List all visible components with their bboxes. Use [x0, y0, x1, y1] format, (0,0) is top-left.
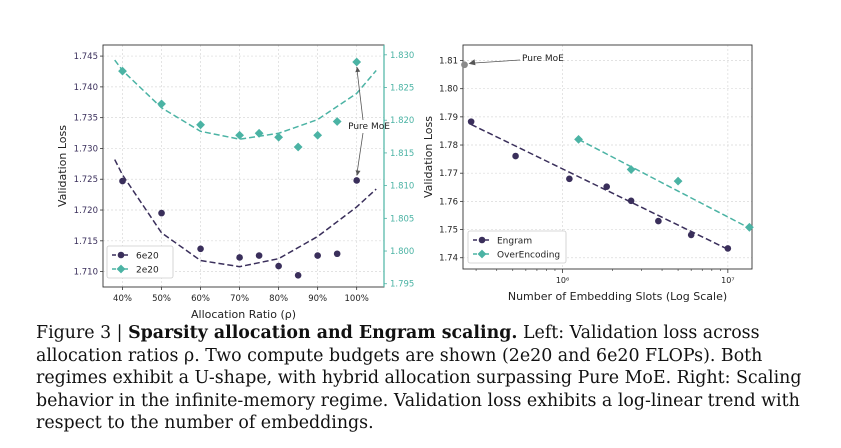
x-tick-label: 60% — [191, 294, 210, 304]
y-left-tick-label: 1.725 — [74, 175, 98, 185]
x-axis-label: Number of Embedding Slots (Log Scale) — [508, 290, 727, 303]
y-left-tick-label: 1.710 — [74, 268, 98, 278]
y-left-tick-label: 1.740 — [74, 83, 98, 93]
caption-lead: Figure 3 | — [36, 323, 129, 343]
y-axis-label: Validation Loss — [56, 125, 69, 207]
data-point-pure-moe — [461, 61, 468, 69]
y-tick-label: 1.76 — [439, 197, 458, 207]
x-tick-label: 90% — [308, 294, 327, 304]
data-point-2e20 — [332, 117, 342, 126]
y-right-tick-label: 1.830 — [390, 51, 414, 61]
data-point-6e20 — [255, 252, 263, 259]
data-point-6e20 — [119, 177, 126, 185]
data-point-6e20 — [158, 209, 165, 217]
data-point-OverEncoding — [744, 222, 754, 232]
x-tick-label: 80% — [269, 294, 288, 304]
data-point-Engram — [655, 217, 662, 225]
x-tick-label: 10⁶ — [556, 276, 569, 285]
data-point-Engram — [724, 245, 732, 252]
data-point-OverEncoding — [626, 165, 636, 174]
y-tick-label: 1.77 — [439, 169, 458, 179]
data-point-2e20 — [254, 128, 264, 138]
data-point-2e20 — [118, 66, 127, 76]
fit-line-2e20 — [114, 59, 377, 140]
y-left-tick-label: 1.745 — [74, 52, 98, 62]
x-tick-label: 10⁷ — [721, 276, 734, 285]
caption-body: Left: Validation loss across allocation … — [36, 323, 802, 433]
y-left-tick-label: 1.720 — [74, 206, 98, 216]
x-tick-label: 100% — [345, 294, 369, 304]
y-tick-label: 1.75 — [439, 226, 458, 236]
data-point-Engram — [627, 197, 635, 205]
left-chart: 40% 50% 60% 70% 80% 90% 100% 1.710 1.715 1.720 1.7… — [56, 44, 414, 321]
y-right-tick-label: 1.815 — [390, 149, 414, 159]
y-right-tick-label: 1.795 — [390, 280, 414, 290]
y-left-tick-label: 1.715 — [74, 237, 98, 247]
fit-line-OverEncoding — [578, 138, 750, 229]
y-right-tick-label: 1.800 — [390, 247, 414, 257]
y-tick-label: 1.74 — [439, 254, 458, 264]
data-point-6e20 — [275, 262, 282, 270]
y-tick-label: 1.80 — [439, 85, 458, 95]
y-left-tick-label: 1.735 — [74, 114, 98, 124]
x-tick-label: 70% — [230, 294, 249, 304]
annotation-pure-moe: Pure MoE — [348, 122, 390, 132]
caption-title: Sparsity allocation and Engram scaling. — [128, 323, 518, 343]
figure-caption: Figure 3 | Sparsity allocation and Engra… — [36, 322, 836, 435]
data-point-OverEncoding — [574, 134, 583, 144]
annotation-arrowhead — [355, 170, 361, 176]
data-point-6e20 — [236, 254, 243, 261]
annotation-arrowhead — [355, 66, 361, 73]
annotation-arrow — [356, 132, 364, 176]
y-tick-label: 1.78 — [439, 141, 458, 151]
right-chart: 10⁶ 10⁷ 1.74 1.75 1.76 1.77 1.78 1.79 1.80 1.81 Pu… — [422, 44, 754, 303]
data-point-2e20 — [157, 99, 166, 109]
data-point-Engram — [687, 231, 695, 239]
data-point-Engram — [512, 152, 519, 160]
y-right-tick-label: 1.820 — [390, 116, 414, 126]
annotation-arrow — [470, 59, 521, 64]
y-axis-label: Validation Loss — [422, 116, 435, 198]
x-tick-label: 50% — [152, 294, 171, 304]
data-point-6e20 — [314, 252, 321, 259]
legend-label-Engram: Engram — [497, 237, 532, 247]
y-right-tick-label: 1.805 — [390, 214, 414, 224]
y-left-tick-label: 1.730 — [74, 144, 98, 154]
data-point-2e20 — [235, 130, 244, 140]
legend-label-6e20: 6e20 — [136, 252, 159, 262]
plot-frame — [462, 44, 753, 270]
data-point-Engram — [603, 183, 610, 191]
fit-line-6e20 — [114, 159, 377, 268]
data-point-Engram — [566, 175, 573, 183]
x-axis-label: Allocation Ratio (ρ) — [191, 308, 296, 321]
data-point-2e20 — [352, 57, 362, 67]
y-tick-label: 1.79 — [439, 113, 458, 123]
data-point-OverEncoding — [673, 176, 683, 186]
data-point-6e20 — [333, 250, 341, 258]
fit-line-Engram — [470, 123, 729, 250]
legend-marker-2e20 — [116, 264, 126, 274]
y-right-tick-label: 1.810 — [390, 182, 414, 192]
legend-box — [467, 230, 567, 264]
data-point-6e20 — [353, 177, 360, 184]
annotation-arrow — [356, 66, 364, 121]
legend-marker-6e20 — [117, 251, 125, 259]
legend-label-OverEncoding: OverEncoding — [497, 251, 560, 261]
data-point-6e20 — [294, 272, 302, 279]
data-point-6e20 — [197, 245, 204, 253]
annotation-arrowhead — [468, 59, 476, 66]
legend-label-2e20: 2e20 — [136, 266, 159, 276]
data-point-2e20 — [313, 130, 323, 140]
x-tick-label: 40% — [113, 294, 132, 304]
data-point-2e20 — [196, 120, 205, 130]
data-point-2e20 — [274, 132, 284, 142]
data-point-2e20 — [293, 142, 303, 152]
y-right-tick-label: 1.825 — [390, 84, 414, 94]
legend-marker-Engram — [478, 236, 486, 244]
annotation-pure-moe: Pure MoE — [522, 54, 564, 64]
legend-marker-OverEncoding — [477, 249, 487, 259]
y-tick-label: 1.81 — [439, 56, 458, 66]
data-point-Engram — [467, 118, 475, 125]
